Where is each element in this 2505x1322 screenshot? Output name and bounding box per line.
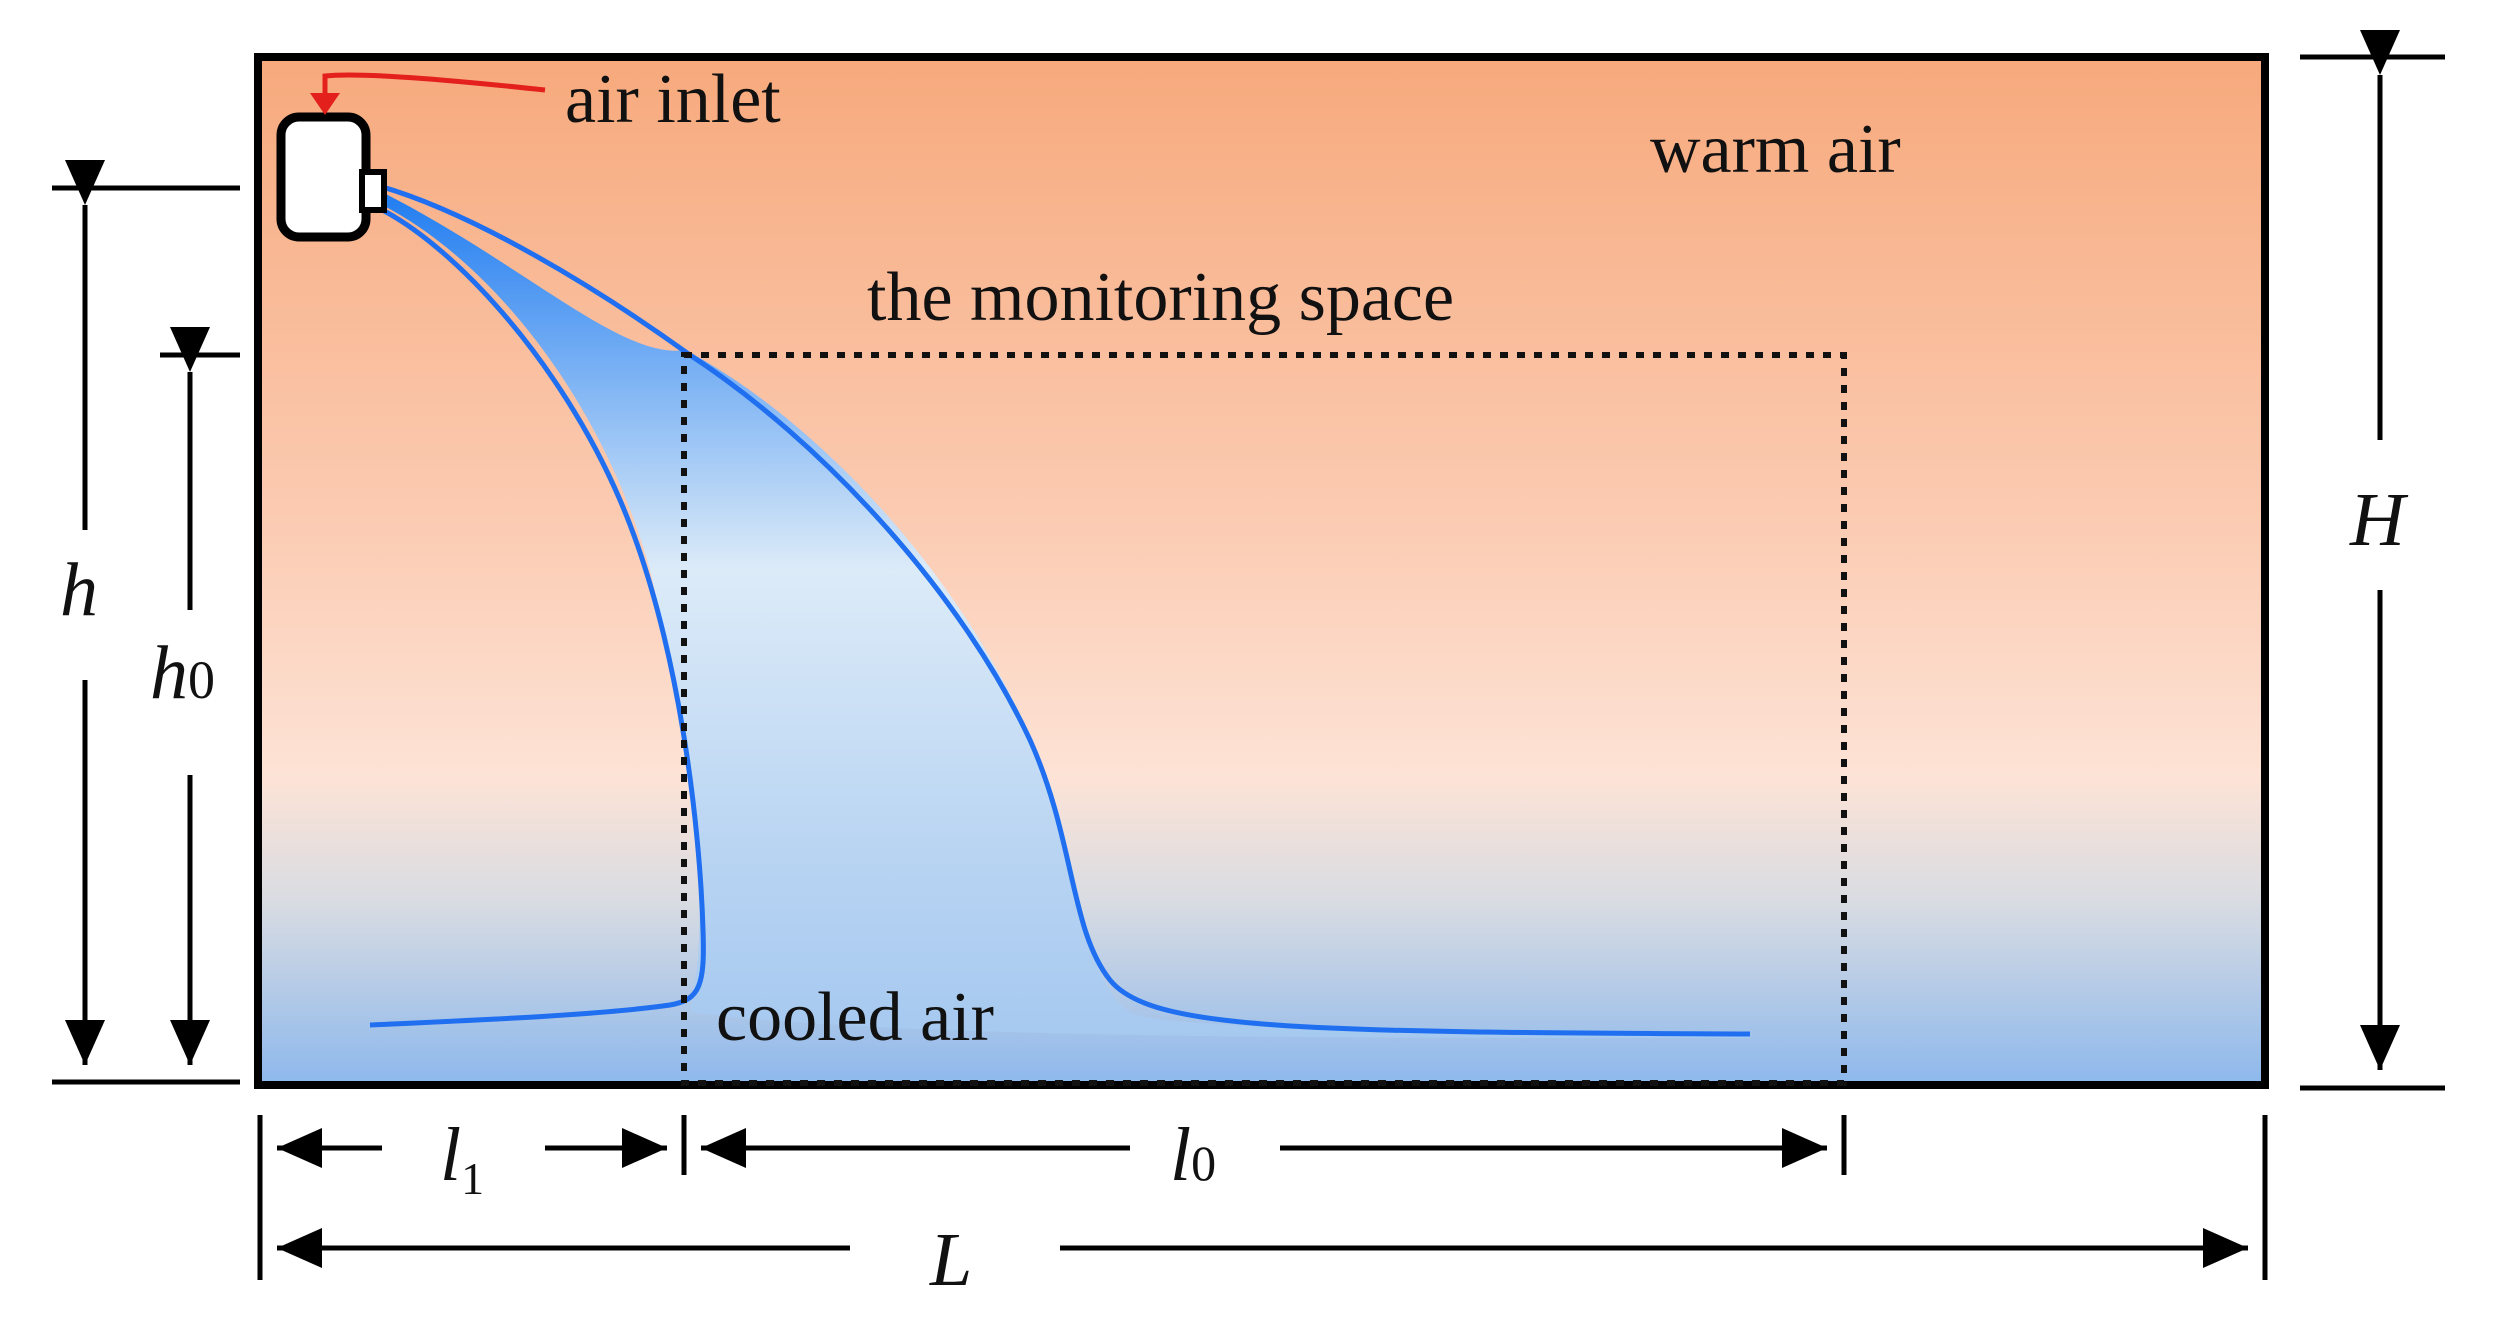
cool-air-jet [372,187,1750,1039]
air-inlet-label: air inlet [565,61,781,138]
air-outlet-unit-icon [276,112,387,242]
cooled-air-label: cooled air [716,979,994,1056]
room-background [258,57,2265,1085]
jet-outline-upper [371,181,1751,1037]
dimension-l0-label: l0 [1170,1113,1216,1197]
jet-outline-lower [369,202,706,1028]
dimension-L-label: L [929,1218,972,1302]
dimension-H-label: H [2349,478,2409,562]
warm-air-label: warm air [1650,111,1901,188]
monitoring-space-box [681,352,1847,1086]
dimension-L: L [257,1115,2268,1302]
monitoring-space-label: the monitoring space [867,259,1454,336]
dimension-h-label: h [60,548,98,632]
dimension-l0: l0 [701,1113,1847,1197]
dimension-H: H [2300,30,2445,1091]
dimension-h0-label: h0 [150,631,215,715]
red-arrow-icon [310,72,546,115]
dimension-h: h [52,160,240,1085]
dimension-l1: l1 [257,1113,687,1204]
dimension-h0: h0 [150,327,240,1065]
dimension-l1-label: l1 [440,1113,484,1204]
